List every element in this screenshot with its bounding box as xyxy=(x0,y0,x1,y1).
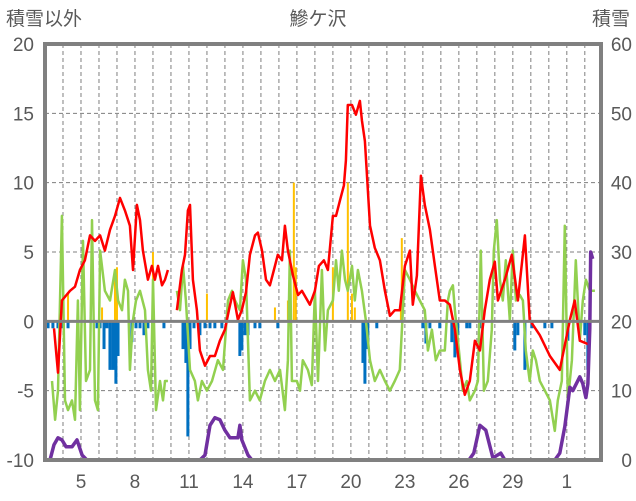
x-tick-label: 11 xyxy=(179,472,199,493)
negative-bar xyxy=(516,321,520,336)
right-y-tick-label: 30 xyxy=(611,243,632,264)
right-y-tick-label: 60 xyxy=(611,35,632,56)
negative-bar xyxy=(238,321,242,356)
negative-bar xyxy=(184,321,188,363)
right-y-tick-label: 40 xyxy=(611,174,632,195)
negative-bar xyxy=(428,321,432,329)
green-series-line xyxy=(50,214,595,433)
negative-bar xyxy=(102,321,106,350)
x-tick-label: 23 xyxy=(394,472,415,493)
negative-bar xyxy=(240,321,244,351)
left-y-tick-label: 15 xyxy=(13,104,34,125)
negative-bar xyxy=(258,321,262,329)
x-tick-label: 29 xyxy=(502,472,523,493)
negative-bar xyxy=(253,321,257,329)
negative-bar xyxy=(363,321,367,384)
positive-bar xyxy=(67,293,70,322)
negative-bar xyxy=(142,321,146,336)
x-tick-label: 1 xyxy=(562,472,573,493)
negative-bar xyxy=(105,321,109,329)
negative-bar xyxy=(138,321,142,329)
negative-bar xyxy=(375,321,379,329)
positive-bar xyxy=(346,182,349,322)
chart-title: 鰺ケ沢 xyxy=(289,8,346,30)
negative-bar xyxy=(543,321,547,329)
negative-bar xyxy=(583,321,587,336)
negative-bar xyxy=(162,321,166,329)
positive-bar xyxy=(101,307,104,322)
positive-bar xyxy=(350,293,353,322)
gridlines xyxy=(45,44,601,460)
plot-border xyxy=(43,42,603,462)
negative-bar xyxy=(111,321,115,370)
negative-bar xyxy=(513,321,517,351)
left-y-tick-label: 0 xyxy=(23,312,34,333)
left-y-tick-label: -5 xyxy=(17,382,34,403)
positive-bar xyxy=(113,279,116,322)
left-y-tick-label: 20 xyxy=(13,35,34,56)
negative-bar xyxy=(186,321,190,437)
left-y-tick-label: 10 xyxy=(13,174,34,195)
x-tick-label: 26 xyxy=(448,472,469,493)
negative-bar xyxy=(421,321,425,329)
negative-bar xyxy=(220,321,224,329)
left-y-tick-label: -10 xyxy=(7,451,34,472)
negative-bar xyxy=(56,321,60,329)
series-lines xyxy=(48,99,595,462)
negative-bar xyxy=(276,321,280,329)
left-y-tick-label: 5 xyxy=(23,243,34,264)
positive-bar xyxy=(205,293,208,322)
negative-bar xyxy=(468,321,472,329)
x-tick-label: 5 xyxy=(76,472,87,493)
positive-bar xyxy=(400,238,403,322)
negative-bar xyxy=(198,321,202,336)
negative-bar xyxy=(450,321,454,343)
red-series-line xyxy=(52,99,591,397)
negative-bar xyxy=(134,321,138,329)
negative-bar xyxy=(203,321,207,329)
negative-bar xyxy=(213,321,217,329)
negative-bar xyxy=(114,321,118,384)
positive-bar xyxy=(353,307,356,322)
plot-frame xyxy=(43,42,603,462)
negative-bar xyxy=(46,321,50,329)
negative-bar xyxy=(188,321,192,350)
negative-bar xyxy=(550,321,554,329)
negative-bar xyxy=(208,321,212,329)
x-tick-label: 8 xyxy=(130,472,141,493)
x-tick-label: 20 xyxy=(340,472,361,493)
negative-bar xyxy=(192,321,196,329)
right-y-tick-label: 50 xyxy=(611,104,632,125)
positive-bar xyxy=(294,267,297,322)
right-y-tick-label: 20 xyxy=(611,312,632,333)
right-y-tick-label: 10 xyxy=(611,382,632,403)
positive-bar xyxy=(273,307,276,322)
negative-bar xyxy=(465,321,469,329)
negative-bar xyxy=(51,321,55,329)
negative-bar xyxy=(361,321,365,363)
right-y-tick-label: 0 xyxy=(621,451,632,472)
negative-bar xyxy=(243,321,247,336)
x-tick-label: 17 xyxy=(286,472,307,493)
negative-bar xyxy=(146,321,150,329)
negative-bar xyxy=(66,321,70,329)
negative-bar xyxy=(181,321,185,350)
left-axis-title: 積雪以外 xyxy=(6,8,82,30)
x-tick-label: 14 xyxy=(232,472,254,493)
negative-bar xyxy=(116,321,120,356)
purple-series-line xyxy=(48,250,595,462)
negative-bar xyxy=(438,321,442,329)
positive-bar xyxy=(292,182,295,322)
negative-bar xyxy=(95,321,99,329)
negative-bar xyxy=(108,321,112,370)
right-axis-title: 積雪 xyxy=(592,8,630,30)
